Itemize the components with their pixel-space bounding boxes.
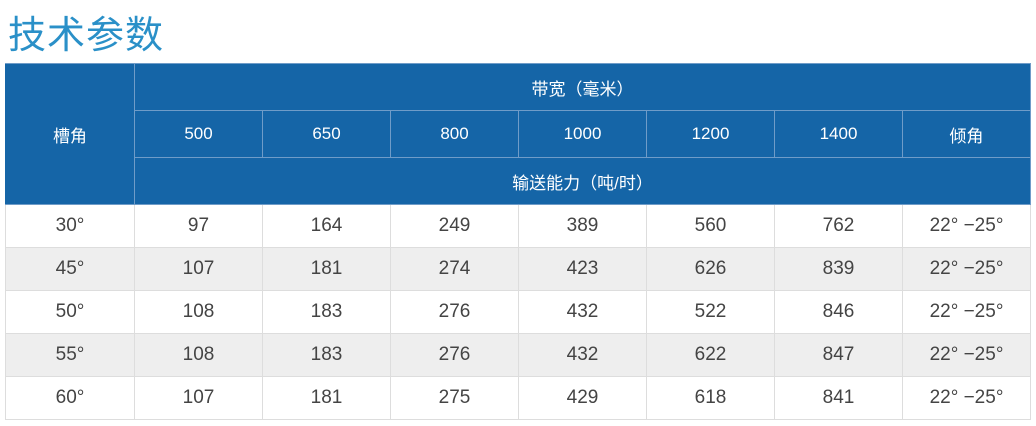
cell-capacity: 522 — [646, 290, 775, 334]
cell-capacity: 626 — [646, 247, 775, 291]
cell-capacity: 183 — [262, 290, 391, 334]
cell-capacity: 275 — [390, 376, 519, 420]
cell-capacity: 107 — [134, 376, 263, 420]
cell-capacity: 97 — [134, 204, 263, 248]
cell-incline: 22° −25° — [902, 247, 1031, 291]
cell-capacity: 108 — [134, 290, 263, 334]
cell-capacity: 622 — [646, 333, 775, 377]
header-width: 800 — [390, 110, 519, 158]
cell-capacity: 839 — [774, 247, 903, 291]
cell-capacity: 164 — [262, 204, 391, 248]
header-width: 1200 — [646, 110, 775, 158]
cell-capacity: 841 — [774, 376, 903, 420]
tech-params-table: 槽角 带宽（毫米） 500 650 800 1000 1200 1400 倾角 输送能力（吨… — [5, 63, 1031, 420]
table-row: 45° 107 181 274 423 626 839 22° −25° — [5, 247, 1031, 291]
cell-capacity: 432 — [518, 290, 647, 334]
cell-capacity: 276 — [390, 333, 519, 377]
cell-angle: 55° — [5, 333, 135, 377]
cell-angle: 45° — [5, 247, 135, 291]
cell-capacity: 249 — [390, 204, 519, 248]
header-width: 500 — [134, 110, 263, 158]
cell-capacity: 107 — [134, 247, 263, 291]
cell-angle: 50° — [5, 290, 135, 334]
cell-capacity: 560 — [646, 204, 775, 248]
cell-capacity: 847 — [774, 333, 903, 377]
cell-incline: 22° −25° — [902, 376, 1031, 420]
cell-capacity: 183 — [262, 333, 391, 377]
cell-capacity: 423 — [518, 247, 647, 291]
cell-capacity: 429 — [518, 376, 647, 420]
header-width: 1000 — [518, 110, 647, 158]
cell-angle: 60° — [5, 376, 135, 420]
page-title: 技术参数 — [8, 15, 165, 57]
table-row: 30° 97 164 249 389 560 762 22° −25° — [5, 204, 1031, 248]
cell-capacity: 618 — [646, 376, 775, 420]
header-belt-width: 带宽（毫米） — [134, 63, 1031, 111]
cell-capacity: 181 — [262, 376, 391, 420]
table-row: 50° 108 183 276 432 522 846 22° −25° — [5, 290, 1031, 334]
table-row: 55° 108 183 276 432 622 847 22° −25° — [5, 333, 1031, 377]
cell-capacity: 846 — [774, 290, 903, 334]
cell-capacity: 389 — [518, 204, 647, 248]
header-trough-angle: 槽角 — [5, 63, 135, 205]
cell-capacity: 432 — [518, 333, 647, 377]
table-row: 60° 107 181 275 429 618 841 22° −25° — [5, 376, 1031, 420]
cell-incline: 22° −25° — [902, 204, 1031, 248]
cell-capacity: 181 — [262, 247, 391, 291]
cell-incline: 22° −25° — [902, 290, 1031, 334]
header-incline: 倾角 — [902, 110, 1031, 158]
cell-capacity: 762 — [774, 204, 903, 248]
cell-capacity: 274 — [390, 247, 519, 291]
cell-capacity: 108 — [134, 333, 263, 377]
header-capacity: 输送能力（吨/时） — [134, 157, 1031, 205]
cell-angle: 30° — [5, 204, 135, 248]
header-width: 1400 — [774, 110, 903, 158]
cell-incline: 22° −25° — [902, 333, 1031, 377]
cell-capacity: 276 — [390, 290, 519, 334]
header-width: 650 — [262, 110, 391, 158]
